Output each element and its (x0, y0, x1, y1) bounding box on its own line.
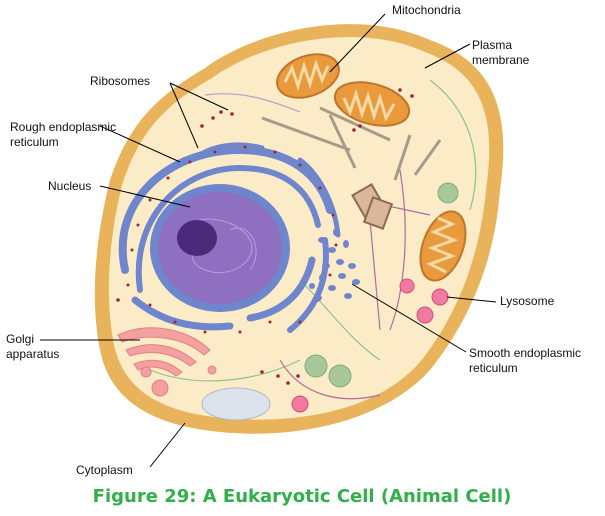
label-smooth-er-line1: Smooth endoplasmic (469, 346, 581, 360)
mitochondrion-1 (276, 53, 340, 99)
nucleolus (177, 220, 217, 256)
vacuole (201, 387, 271, 421)
free-ribosomes (116, 88, 414, 385)
leader-lines (40, 13, 497, 468)
label-rough-er-line2: reticulum (10, 135, 59, 149)
figure-caption: Figure 29: A Eukaryotic Cell (Animal Cel… (93, 486, 512, 507)
centrioles (351, 183, 394, 230)
label-golgi-line1: Golgi (6, 332, 34, 346)
label-smooth-er-line2: reticulum (469, 361, 518, 375)
mitochondrion-3 (419, 210, 467, 282)
nucleus (150, 184, 290, 312)
label-mitochondria: Mitochondria (392, 3, 461, 17)
cytoskeleton-filaments (149, 79, 477, 400)
vesicles (304, 182, 459, 388)
label-plasma-membrane-line1: Plasma (472, 38, 512, 52)
golgi-apparatus (117, 327, 217, 397)
smooth-endoplasmic-reticulum (309, 228, 360, 301)
label-nucleus: Nucleus (48, 179, 91, 193)
label-lysosome: Lysosome (500, 294, 555, 308)
label-cytoplasm: Cytoplasm (76, 463, 133, 477)
lysosomes (291, 278, 449, 413)
label-plasma-membrane-line2: membrane (472, 53, 530, 67)
mitochondrion-2 (333, 81, 411, 127)
rough-er-ribosome-dots (126, 145, 338, 334)
label-rough-er-line1: Rough endoplasmic (10, 120, 116, 134)
label-ribosomes: Ribosomes (90, 74, 150, 88)
label-golgi-line2: apparatus (6, 347, 59, 361)
rough-endoplasmic-reticulum (118, 142, 341, 333)
